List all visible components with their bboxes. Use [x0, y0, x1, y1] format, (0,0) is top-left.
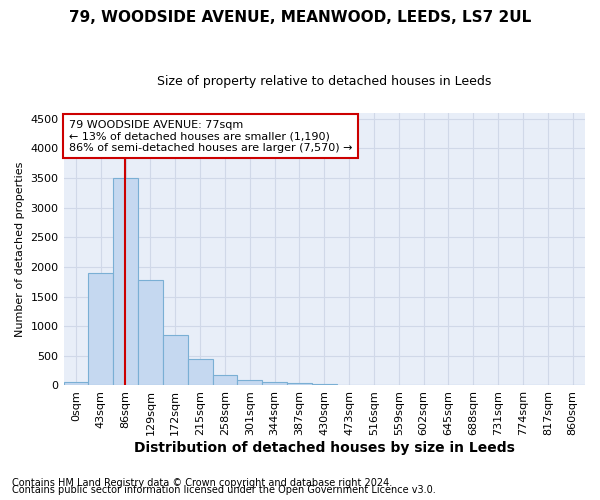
Bar	[163, 335, 188, 386]
Text: 79, WOODSIDE AVENUE, MEANWOOD, LEEDS, LS7 2UL: 79, WOODSIDE AVENUE, MEANWOOD, LEEDS, LS…	[69, 10, 531, 25]
Text: Contains HM Land Registry data © Crown copyright and database right 2024.: Contains HM Land Registry data © Crown c…	[12, 478, 392, 488]
Bar	[188, 359, 212, 386]
Text: Contains public sector information licensed under the Open Government Licence v3: Contains public sector information licen…	[12, 485, 436, 495]
Bar	[287, 383, 312, 386]
Bar	[88, 273, 113, 386]
Bar	[312, 384, 337, 386]
Bar	[262, 382, 287, 386]
Bar	[113, 178, 138, 386]
Bar	[238, 380, 262, 386]
Bar	[64, 382, 88, 386]
Bar	[138, 280, 163, 386]
Text: 79 WOODSIDE AVENUE: 77sqm
← 13% of detached houses are smaller (1,190)
86% of se: 79 WOODSIDE AVENUE: 77sqm ← 13% of detac…	[69, 120, 352, 153]
Y-axis label: Number of detached properties: Number of detached properties	[15, 162, 25, 337]
Title: Size of property relative to detached houses in Leeds: Size of property relative to detached ho…	[157, 75, 491, 88]
X-axis label: Distribution of detached houses by size in Leeds: Distribution of detached houses by size …	[134, 441, 515, 455]
Bar	[212, 375, 238, 386]
